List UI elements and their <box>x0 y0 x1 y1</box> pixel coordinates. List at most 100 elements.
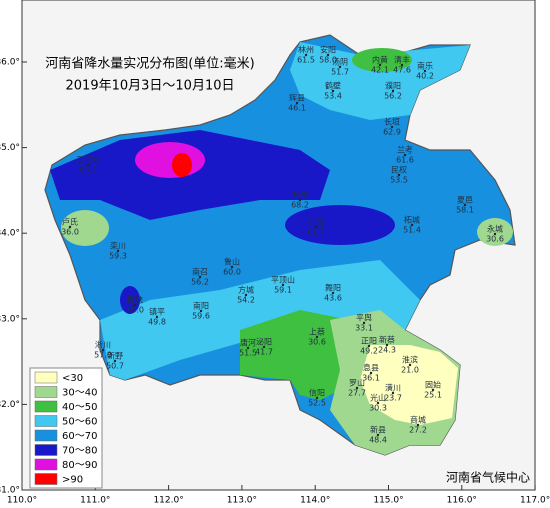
station-name: 内黄 <box>372 55 388 65</box>
title: 河南省降水量实况分布图(单位:毫米) <box>45 56 255 72</box>
station-dot <box>493 232 497 236</box>
station-value: 47.6 <box>393 66 411 75</box>
legend-label: 40～50 <box>62 402 97 413</box>
station-value: 68.2 <box>291 201 309 210</box>
station-name: 郑州 <box>292 190 308 200</box>
station-dot <box>400 63 404 67</box>
station-name: 淮滨 <box>402 355 418 365</box>
station-value: 25.1 <box>424 391 442 400</box>
legend-swatch <box>34 415 58 427</box>
station-dot <box>331 89 335 93</box>
station-name: 安阳 <box>320 45 336 55</box>
station-dot <box>416 423 420 427</box>
zone-40-50 <box>352 48 412 72</box>
zone-gt90 <box>172 153 192 177</box>
lat-label: 31.0° <box>0 486 20 496</box>
station-dot <box>262 345 266 349</box>
station-dot <box>331 291 335 295</box>
lon-label: 114.0° <box>300 496 330 506</box>
station-name: 三门峡 <box>76 155 100 165</box>
lon-label: 113.0° <box>227 496 257 506</box>
lat-label: 35.0° <box>0 143 20 153</box>
zone-70-80 <box>285 205 395 245</box>
station-value: 61.7 <box>307 228 325 237</box>
station-name: 汤阴 <box>332 58 348 67</box>
station-name: 清丰 <box>394 55 410 65</box>
station-name: 南阳 <box>193 301 209 311</box>
station-name: 平舆 <box>356 313 372 323</box>
station-dot <box>230 265 234 269</box>
station-dot <box>113 359 117 363</box>
station-dot <box>244 293 248 297</box>
station-value: 49.2 <box>360 347 378 356</box>
legend-swatch <box>34 473 58 485</box>
station-value: 56.2 <box>191 278 209 287</box>
station-value: 62.9 <box>383 128 401 137</box>
station-value: 58.0 <box>319 56 337 65</box>
zone-50-60 <box>100 260 420 380</box>
station-name: 潢川 <box>385 383 401 393</box>
station-value: 27.2 <box>409 426 427 435</box>
station-name: 鲁山 <box>224 257 240 267</box>
legend-swatch <box>34 458 58 471</box>
lat-label: 36.0° <box>0 58 20 68</box>
station-name: 正阳 <box>361 337 377 346</box>
station-dot <box>362 321 366 325</box>
zone-30-40 <box>477 218 513 246</box>
station-value: 48.4 <box>369 436 387 445</box>
station-name: 信阳 <box>309 388 325 398</box>
station-value: 61.5 <box>297 56 315 65</box>
station-dot <box>315 396 319 400</box>
station-dot <box>385 343 389 347</box>
station-name: 南召 <box>192 267 208 277</box>
station-name: 长垣 <box>384 117 400 127</box>
station-value: 58.1 <box>456 206 474 215</box>
lat-label: 32.0° <box>0 400 20 410</box>
station-value: 68.3 <box>79 166 97 175</box>
station-name: 西峡 <box>127 295 143 305</box>
station-dot <box>246 346 250 350</box>
station-value: 59.1 <box>274 286 292 295</box>
station-value: 49.8 <box>148 318 166 327</box>
station-dot <box>369 371 373 375</box>
station-value: 59.3 <box>109 252 127 261</box>
legend-label: 70～80 <box>62 446 97 457</box>
legend-label: 60～70 <box>62 431 97 442</box>
station-value: 52.5 <box>308 399 326 408</box>
zone-50-60 <box>290 42 470 120</box>
subtitle: 2019年10月3日～10月10日 <box>66 79 235 94</box>
station-value: 57.0 <box>94 351 112 360</box>
station-dot <box>378 63 382 67</box>
station-dot <box>116 249 120 253</box>
station-name: 林州 <box>298 45 314 55</box>
station-name: 上蔡 <box>309 327 325 337</box>
station-name: 商城 <box>410 415 426 425</box>
station-value: 36.0 <box>61 228 79 237</box>
station-value: 27.7 <box>348 389 366 398</box>
station-value: 46.1 <box>288 104 306 113</box>
station-name: 平顶山 <box>271 275 295 285</box>
station-name: 息县 <box>363 363 379 373</box>
station-name: 柘城 <box>404 215 420 225</box>
station-dot <box>86 163 90 167</box>
station-name: 光山 <box>370 393 386 403</box>
station-value: 50.7 <box>106 362 124 371</box>
lon-label: 115.0° <box>373 496 403 506</box>
zone-lt30 <box>360 345 458 425</box>
lon-label: 116.0° <box>447 496 477 506</box>
station-name: 鹤壁 <box>325 81 341 91</box>
lon-label: 110.0° <box>7 496 37 506</box>
station-value: 36.1 <box>362 374 380 383</box>
station-value: 59.6 <box>192 312 210 321</box>
legend-label: 30～40 <box>62 388 97 399</box>
lon-label: 117.0° <box>520 496 550 506</box>
lat-label: 34.0° <box>0 229 20 239</box>
station-value: 51.7 <box>331 68 349 77</box>
legend-label: 50～60 <box>62 417 97 428</box>
station-dot <box>198 275 202 279</box>
zone-30-40 <box>61 210 109 246</box>
station-name: 民权 <box>391 165 407 175</box>
station-value: 60.0 <box>223 268 241 277</box>
station-name: 舞阳 <box>325 283 341 293</box>
